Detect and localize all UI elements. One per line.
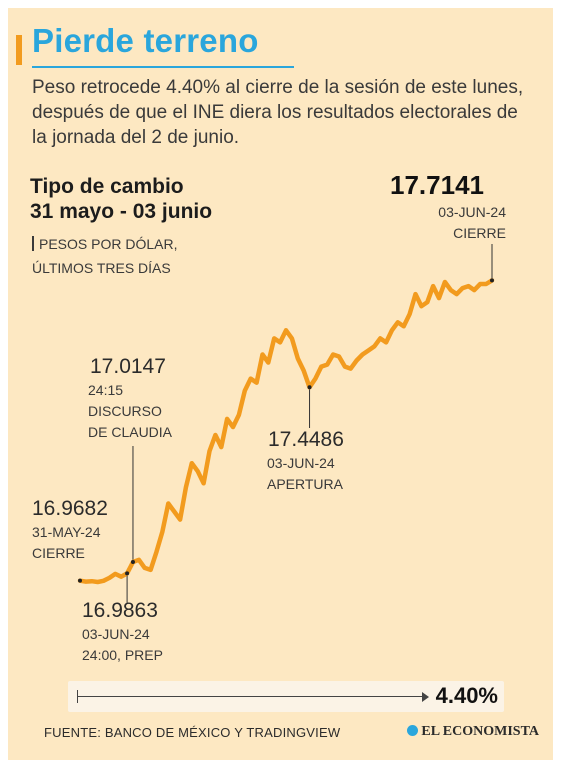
title-accent-bar bbox=[16, 35, 22, 65]
annotation-close-value: 17.7141 bbox=[390, 170, 484, 200]
data-point-prep bbox=[125, 571, 130, 576]
annotation-close-note-line2: CIERRE bbox=[453, 225, 506, 241]
series-line bbox=[77, 278, 495, 585]
infographic: Pierde terreno Peso retrocede 4.40% al c… bbox=[8, 8, 553, 760]
annotation-open-note-line1: 03-JUN-24 bbox=[267, 455, 335, 471]
annotation-markers bbox=[78, 278, 494, 583]
chart-unit-line1: PESOS POR DÓLAR, bbox=[39, 236, 178, 252]
source-note: FUENTE: BANCO DE MÉXICO Y TRADINGVIEW bbox=[44, 725, 341, 740]
annotation-prep-note: 03-JUN-24 24:00, PREP bbox=[82, 624, 163, 666]
chart-title-line2: 31 mayo - 03 junio bbox=[30, 200, 213, 223]
globe-icon bbox=[407, 725, 419, 736]
annotation-open-value: 17.4486 bbox=[268, 428, 344, 451]
annotation-open-note-line2: APERTURA bbox=[267, 476, 343, 492]
annotation-prep-note-line2: 24:00, PREP bbox=[82, 647, 163, 663]
annotation-start-note-line1: 31-MAY-24 bbox=[32, 524, 101, 540]
annotation-leaders bbox=[126, 244, 493, 604]
unit-bar-icon bbox=[32, 236, 34, 251]
annotation-speech-note-line1: 24:15 bbox=[88, 382, 124, 398]
data-point-open bbox=[307, 385, 312, 390]
annotation-prep-note-line1: 03-JUN-24 bbox=[82, 626, 150, 642]
data-point-start bbox=[78, 578, 82, 583]
annotation-speech-note-line3: DE CLAUDIA bbox=[88, 424, 173, 440]
annotation-close-note-line1: 03-JUN-24 bbox=[438, 204, 506, 220]
annotation-prep-value: 16.9863 bbox=[82, 599, 158, 622]
arrow-right-icon bbox=[422, 692, 429, 702]
annotation-start-value: 16.9682 bbox=[32, 497, 108, 520]
chart-title-line1: Tipo de cambio bbox=[30, 175, 184, 198]
chart-unit-label: PESOS POR DÓLAR, ÚLTIMOS TRES DÍAS bbox=[32, 232, 177, 280]
data-point-close bbox=[490, 278, 494, 283]
data-point-speech bbox=[130, 559, 135, 564]
chart-unit-line2: ÚLTIMOS TRES DÍAS bbox=[32, 260, 171, 276]
annotation-start-note: 31-MAY-24 CIERRE bbox=[32, 522, 100, 564]
brand-name: EL ECONOMISTA bbox=[421, 724, 539, 739]
page-subtitle: Peso retrocede 4.40% al cierre de la ses… bbox=[32, 77, 524, 148]
exchange-rate-chart bbox=[77, 244, 495, 604]
title-underline bbox=[32, 66, 294, 68]
annotation-start-note-line2: CIERRE bbox=[32, 545, 85, 561]
chart-title: Tipo de cambio 31 mayo - 03 junio bbox=[30, 174, 212, 224]
brand-logo: EL ECONOMISTA bbox=[407, 724, 539, 740]
annotation-close-note: 03-JUN-24 CIERRE bbox=[438, 202, 506, 244]
change-indicator: 4.40% bbox=[68, 681, 504, 712]
annotation-speech-note: 24:15 DISCURSO DE CLAUDIA bbox=[88, 380, 172, 443]
annotation-open-note: 03-JUN-24 APERTURA bbox=[267, 453, 343, 495]
change-line bbox=[77, 696, 426, 697]
annotation-speech-value: 17.0147 bbox=[90, 355, 166, 378]
annotation-speech-note-line2: DISCURSO bbox=[88, 403, 162, 419]
page-title: Pierde terreno bbox=[32, 22, 259, 59]
change-percent: 4.40% bbox=[435, 683, 498, 708]
